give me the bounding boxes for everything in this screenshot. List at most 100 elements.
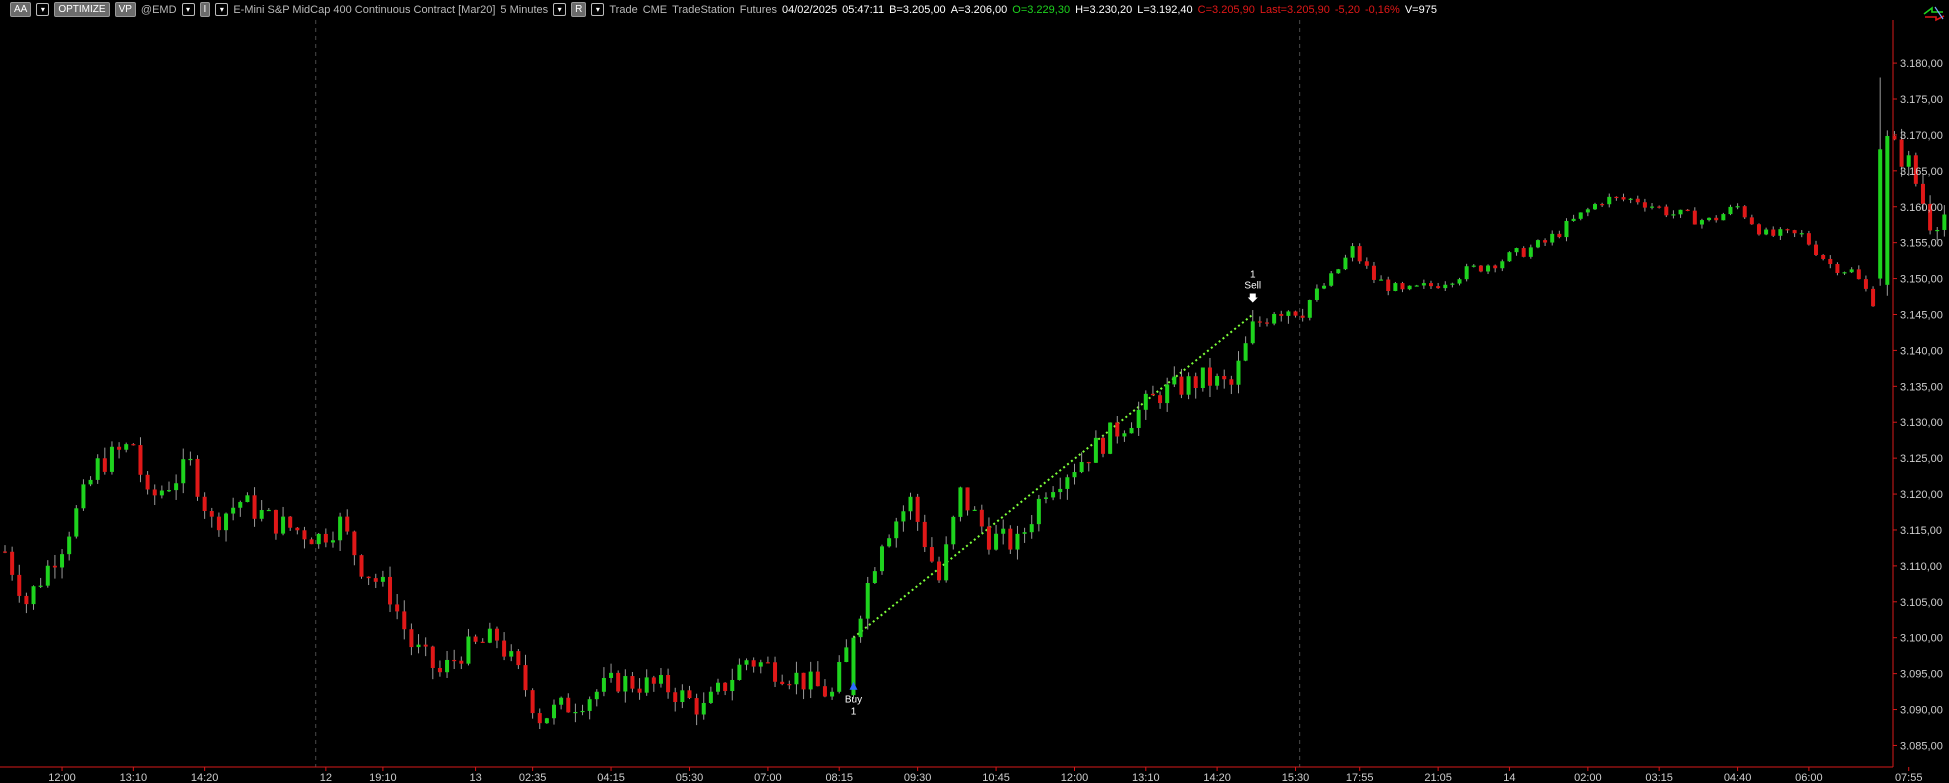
r-button[interactable]: R	[571, 2, 587, 17]
time-tick-label: 10:45	[982, 772, 1010, 783]
price-tick-label: 3.090,00	[1900, 705, 1943, 717]
price-bar-body	[616, 672, 621, 692]
price-bar-body	[1300, 315, 1305, 318]
price-bar-body	[637, 688, 642, 693]
price-tick-label: 3.125,00	[1900, 453, 1943, 465]
price-bar-body	[1507, 252, 1512, 262]
price-tick-label: 3.110,00	[1900, 561, 1942, 573]
i-button[interactable]: I	[199, 2, 211, 17]
price-bar-body	[1065, 477, 1070, 489]
price-bar-body	[1564, 220, 1569, 238]
price-bar-body	[837, 662, 842, 692]
price-bar-body	[1920, 183, 1925, 204]
price-bar-body	[323, 533, 328, 543]
price-bar-body	[1543, 240, 1548, 243]
symbol-dropdown-icon[interactable]: ▾	[181, 3, 195, 16]
ask-value: A=3.206,00	[950, 3, 1008, 16]
aa-dropdown-icon[interactable]: ▾	[36, 3, 50, 16]
time-tick-label: 03:15	[1645, 772, 1673, 783]
price-bar-body	[1671, 214, 1676, 216]
price-tick-label: 3.120,00	[1900, 489, 1943, 501]
price-bar-body	[658, 675, 663, 684]
price-bar-body	[445, 659, 450, 673]
time-axis[interactable]: 12:00 13:10 14:20 12 19:10 13 02:35 04:15 05:30 0…	[48, 767, 1922, 783]
price-bar-body	[1172, 376, 1177, 385]
price-bar-body	[1464, 266, 1469, 280]
sync-arrows-icon[interactable]	[1923, 6, 1945, 22]
price-tick-label: 3.160,00	[1900, 202, 1943, 214]
time-tick-label: 12	[320, 772, 332, 783]
price-tick-label: 3.140,00	[1900, 345, 1943, 357]
price-bar-body	[1429, 283, 1433, 287]
price-bar-body	[24, 595, 29, 605]
interval-label[interactable]: 5 Minutes	[500, 3, 549, 16]
price-bar-body	[3, 551, 7, 553]
price-bar-body	[630, 676, 635, 689]
vp-button[interactable]: VP	[114, 2, 136, 17]
interval-dropdown-icon[interactable]: ▾	[553, 3, 567, 16]
price-bar-body	[744, 660, 749, 665]
price-bar-body	[1314, 288, 1319, 300]
price-bar-body	[1471, 265, 1476, 267]
price-bar-body	[1692, 210, 1697, 225]
change-value: -5,20	[1334, 3, 1360, 16]
price-bar-body	[858, 618, 863, 638]
price-bar-body	[309, 539, 314, 545]
price-bar-body	[45, 565, 50, 586]
price-bar-body	[1585, 209, 1590, 213]
aa-button[interactable]: AA	[10, 2, 32, 17]
price-bar-body	[202, 496, 207, 511]
price-bar-body	[159, 490, 164, 496]
price-bars	[3, 77, 1947, 730]
price-bar-body	[395, 604, 400, 612]
price-bar-body	[972, 509, 977, 511]
price-bar-body	[1207, 367, 1212, 386]
price-bar-body	[31, 586, 36, 605]
time-tick-label: 12:00	[1061, 772, 1089, 783]
price-bar-body	[345, 516, 350, 532]
price-bar-body	[1443, 284, 1448, 289]
price-bar-body	[1842, 272, 1847, 274]
price-bar-body	[865, 582, 870, 619]
price-bar-body	[1257, 321, 1262, 323]
i-dropdown-icon[interactable]: ▾	[215, 3, 229, 16]
price-bar-body	[1607, 196, 1612, 205]
price-tick-label: 3.170,00	[1900, 130, 1943, 142]
low-value: L=3.192,40	[1137, 3, 1193, 16]
price-bar-body	[1386, 279, 1391, 291]
price-bar-body	[1029, 524, 1034, 533]
price-bar-body	[330, 540, 335, 543]
price-bar-body	[1764, 229, 1769, 235]
time-tick-label: 12:00	[48, 772, 76, 783]
price-bar-body	[1913, 155, 1918, 184]
price-bar-body	[17, 574, 22, 596]
price-tick-label: 3.180,00	[1900, 58, 1943, 70]
time-tick-label: 07:00	[754, 772, 782, 783]
price-bar-body	[1749, 217, 1754, 225]
price-bar-body	[1450, 283, 1455, 285]
price-tick-label: 3.155,00	[1900, 238, 1943, 250]
price-bar-body	[1058, 488, 1063, 493]
price-bar-body	[737, 664, 742, 680]
price-bar-body	[958, 487, 963, 517]
time-tick-label: 07:55	[1895, 772, 1923, 783]
price-bar-body	[152, 489, 157, 496]
price-tick-label: 3.135,00	[1900, 381, 1943, 393]
price-bar-body	[145, 474, 150, 490]
price-bar-body	[1806, 233, 1811, 245]
symbol-label[interactable]: @EMD	[140, 3, 177, 16]
r-dropdown-icon[interactable]: ▾	[591, 3, 605, 16]
price-bar-body	[1250, 321, 1255, 344]
price-bar-body	[994, 533, 999, 550]
price-bar-body	[209, 510, 214, 517]
time-tick-label: 14:20	[1203, 772, 1231, 783]
optimize-button[interactable]: OPTIMIZE	[54, 2, 110, 17]
price-bar-body	[1371, 265, 1376, 280]
time-tick-label: 06:00	[1795, 772, 1823, 783]
price-bar-body	[944, 544, 949, 581]
price-bar-body	[1885, 135, 1890, 285]
price-bar-body	[1343, 257, 1348, 270]
price-axis[interactable]: 3.180,00 3.175,00 3.170,00 3.165,00 3.160,00…	[1893, 58, 1943, 752]
